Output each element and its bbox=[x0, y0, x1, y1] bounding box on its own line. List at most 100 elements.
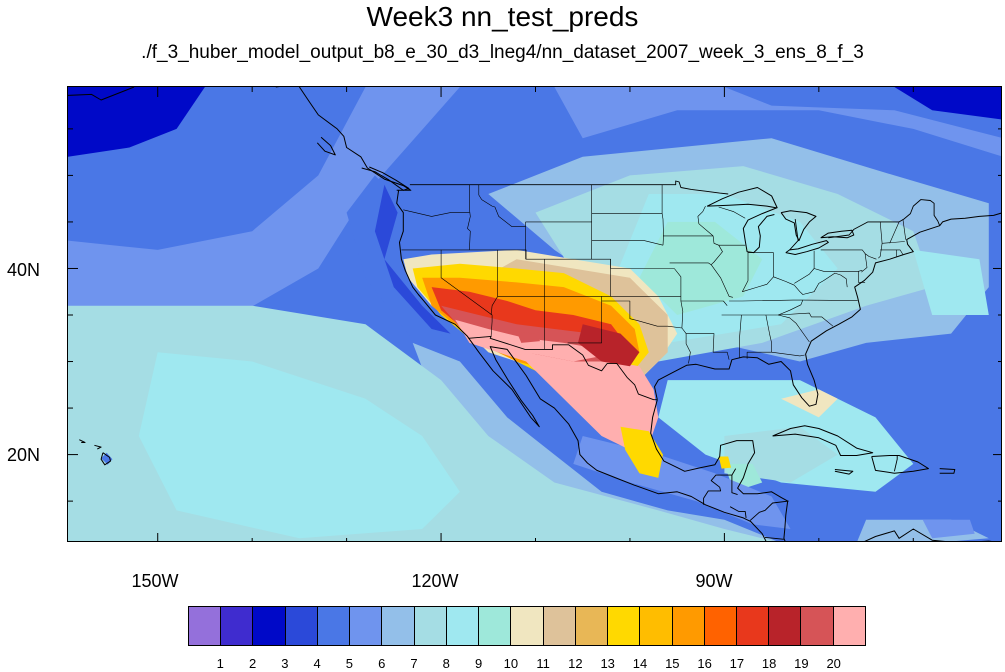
legend-label-7: 7 bbox=[410, 656, 418, 671]
state-border-41 bbox=[858, 271, 866, 283]
country-border-7 bbox=[749, 500, 789, 522]
color-legend-labels: 1 2 3 4 5 6 7 8 9 10 11 12 13 14 15 16 17 18 19 20 bbox=[0, 656, 1005, 672]
state-border-33 bbox=[739, 314, 742, 358]
legend-label-6: 6 bbox=[378, 656, 386, 671]
state-border-2 bbox=[467, 184, 471, 250]
legend-swatch-5 bbox=[350, 607, 383, 645]
legend-swatch-20 bbox=[833, 607, 865, 645]
contour-region-3 bbox=[346, 175, 460, 362]
legend-swatch-19 bbox=[801, 607, 834, 645]
contour-region-22 bbox=[922, 519, 975, 539]
coastline-11 bbox=[68, 87, 135, 101]
contour-region-12 bbox=[913, 249, 989, 315]
legend-label-1: 1 bbox=[216, 656, 224, 671]
contour-region-7 bbox=[894, 87, 1001, 120]
contour-region-15 bbox=[138, 352, 460, 539]
state-border-48 bbox=[902, 219, 906, 240]
map-subtitle: ./f_3_huber_model_output_b8_e_30_d3_lneg… bbox=[141, 42, 864, 63]
coastline-17 bbox=[780, 210, 817, 242]
state-border-34 bbox=[746, 314, 772, 359]
country-border-5 bbox=[731, 475, 738, 496]
legend-label-18: 18 bbox=[761, 656, 777, 671]
legend-swatch-2 bbox=[253, 607, 286, 645]
legend-label-4: 4 bbox=[313, 656, 321, 671]
coastline-1 bbox=[654, 212, 1001, 407]
coastline-4 bbox=[871, 455, 929, 474]
state-border-3 bbox=[403, 209, 470, 217]
legend-swatch-10 bbox=[511, 607, 544, 645]
state-border-25 bbox=[712, 235, 746, 246]
contour-region-32 bbox=[578, 324, 640, 367]
lon-label-150w: 150W bbox=[131, 571, 179, 591]
map-title: Week3 nn_test_preds bbox=[366, 1, 639, 32]
coastline-5 bbox=[939, 468, 956, 474]
state-border-12 bbox=[591, 240, 664, 246]
lon-label-120w: 120W bbox=[411, 571, 459, 591]
country-border-4 bbox=[703, 468, 737, 505]
legend-swatch-16 bbox=[704, 607, 737, 645]
legend-swatch-1 bbox=[221, 607, 254, 645]
country-border-3 bbox=[468, 335, 658, 401]
legend-swatch-3 bbox=[285, 607, 318, 645]
state-border-23 bbox=[697, 205, 714, 237]
state-border-1 bbox=[440, 249, 493, 337]
legend-swatch-14 bbox=[640, 607, 673, 645]
state-border-31 bbox=[729, 299, 858, 302]
state-border-50 bbox=[896, 249, 904, 255]
state-border-44 bbox=[861, 253, 868, 273]
state-border-27 bbox=[742, 252, 749, 292]
coastline-14 bbox=[79, 439, 86, 443]
state-border-30 bbox=[742, 276, 795, 292]
coastline-10 bbox=[316, 136, 336, 156]
legend-swatch-13 bbox=[608, 607, 641, 645]
legend-swatch-9 bbox=[479, 607, 512, 645]
state-border-37 bbox=[778, 312, 834, 327]
coastline-3 bbox=[772, 425, 874, 456]
state-border-39 bbox=[794, 250, 815, 284]
legend-label-15: 15 bbox=[665, 656, 680, 671]
legend-label-2: 2 bbox=[248, 656, 257, 671]
legend-swatch-0 bbox=[189, 607, 222, 645]
country-border-8 bbox=[764, 536, 784, 540]
legend-label-17: 17 bbox=[729, 656, 745, 671]
contour-region-20 bbox=[573, 436, 791, 529]
legend-swatch-6 bbox=[382, 607, 415, 645]
country-border-1 bbox=[785, 219, 799, 253]
coastline-7 bbox=[864, 528, 992, 541]
legend-swatch-4 bbox=[317, 607, 351, 645]
state-border-15 bbox=[601, 300, 682, 329]
country-border-9 bbox=[893, 455, 898, 472]
legend-label-11: 11 bbox=[536, 656, 550, 671]
country-border-6 bbox=[729, 506, 747, 518]
legend-label-5: 5 bbox=[345, 656, 353, 671]
legend-label-20: 20 bbox=[826, 656, 841, 671]
legend-label-9: 9 bbox=[474, 656, 483, 671]
coastline-18 bbox=[785, 240, 829, 255]
legend-swatch-11 bbox=[543, 607, 576, 645]
country-border-2 bbox=[828, 199, 941, 239]
color-legend-bar bbox=[188, 606, 866, 646]
state-border-17 bbox=[661, 184, 664, 246]
lon-label-90w: 90W bbox=[695, 571, 733, 591]
coastline-13 bbox=[94, 444, 102, 450]
coastline-12 bbox=[100, 452, 111, 466]
coastline-layer bbox=[68, 87, 1001, 541]
contour-region-34 bbox=[620, 426, 663, 478]
legend-swatch-8 bbox=[446, 607, 480, 645]
coastline-9 bbox=[361, 166, 410, 191]
legend-swatch-18 bbox=[769, 607, 802, 645]
contour-region-35 bbox=[781, 389, 838, 418]
contour-region-4 bbox=[374, 184, 451, 334]
state-border-40 bbox=[814, 268, 859, 272]
legend-label-12: 12 bbox=[568, 656, 583, 671]
legend-label-13: 13 bbox=[600, 656, 615, 671]
legend-label-10: 10 bbox=[503, 656, 519, 671]
legend-swatch-15 bbox=[672, 607, 705, 645]
contour-region-31 bbox=[469, 342, 659, 450]
coastline-0 bbox=[396, 190, 767, 541]
contour-fill-layer bbox=[68, 87, 1001, 541]
legend-label-14: 14 bbox=[632, 656, 648, 671]
state-border-22 bbox=[686, 333, 730, 360]
state-border-16 bbox=[680, 296, 691, 364]
contour-region-19 bbox=[718, 456, 731, 469]
